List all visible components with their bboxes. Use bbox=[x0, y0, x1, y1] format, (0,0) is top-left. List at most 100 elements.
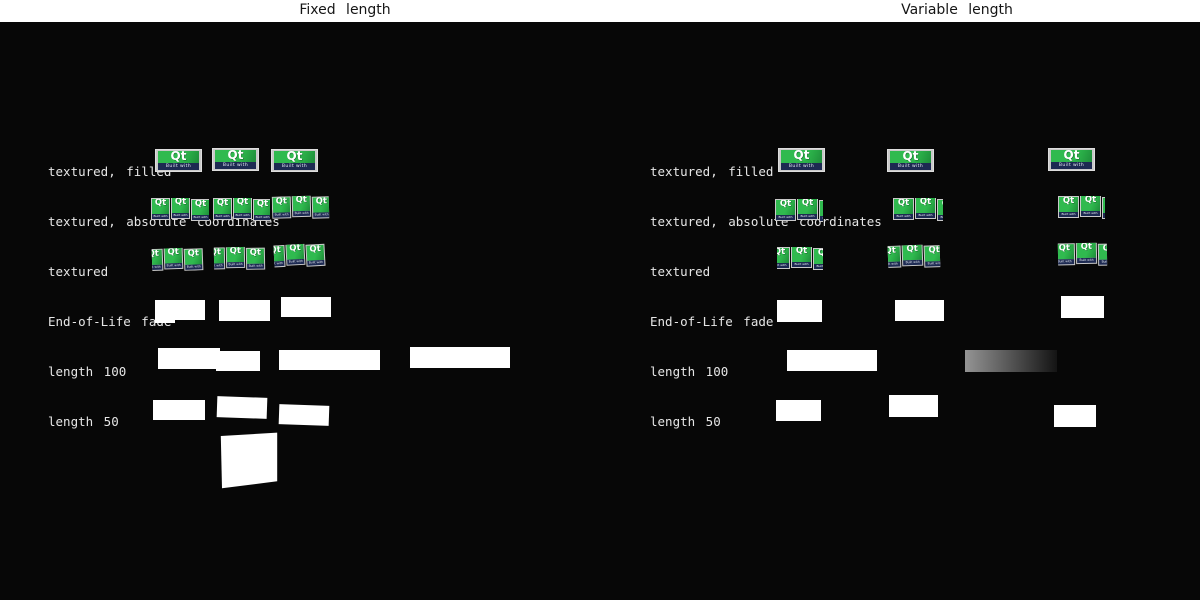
qt-tile-body: Qt Built with bbox=[274, 151, 315, 170]
row-label-eol-fade-left: End-of-Life fade bbox=[48, 314, 172, 329]
qt-banner-text: Built with bbox=[903, 259, 923, 266]
qt-banner-text: Built with bbox=[887, 261, 901, 268]
white-band bbox=[278, 404, 330, 426]
qt-banner-text: Built with bbox=[254, 215, 270, 220]
qt-banner-text: Built with bbox=[1081, 211, 1100, 216]
qt-logo: Qt bbox=[1103, 198, 1105, 213]
qt-banner-text: Built with bbox=[158, 163, 199, 170]
qt-banner-text: Built with bbox=[313, 212, 330, 218]
qt-banner-text: Built with bbox=[185, 264, 203, 270]
qt-banner-text: Built with bbox=[172, 213, 189, 218]
white-band bbox=[776, 400, 821, 421]
qt-logo: Qt bbox=[172, 198, 189, 213]
qt-banner-text: Built with bbox=[938, 215, 943, 220]
qt-banner-text: Built with bbox=[1099, 259, 1108, 265]
qt-logo: Qt bbox=[192, 200, 209, 215]
qt-logo: Qt bbox=[158, 151, 199, 163]
qt-banner-text: Built with bbox=[1077, 257, 1097, 264]
white-band bbox=[777, 300, 822, 322]
white-band bbox=[153, 400, 205, 420]
qt-tile: Qt Built with bbox=[212, 148, 259, 171]
qt-logo: Qt bbox=[776, 200, 795, 215]
white-band bbox=[410, 347, 510, 368]
qt-banner-text: Built with bbox=[214, 214, 231, 219]
qt-tile: Qt Built with bbox=[155, 149, 202, 172]
qt-banner-text: Built with bbox=[273, 260, 285, 267]
qt-logo: Qt bbox=[1076, 242, 1097, 259]
qt-banner-text: Built with bbox=[307, 259, 325, 266]
row-label-absolute-coords-right: textured, absolute coordinates bbox=[650, 214, 882, 229]
qt-logo: Qt bbox=[798, 199, 817, 214]
white-band bbox=[895, 300, 944, 321]
qt-logo: Qt bbox=[306, 244, 325, 261]
qt-logo: Qt bbox=[792, 247, 811, 262]
white-band-step bbox=[155, 304, 175, 323]
qt-logo: Qt bbox=[272, 197, 291, 213]
qt-tile: Qt Built with bbox=[1048, 148, 1095, 171]
qt-banner-text: Built with bbox=[1051, 162, 1092, 169]
qt-banner-text: Built with bbox=[165, 262, 183, 269]
qt-tile-body: Qt Built with bbox=[158, 151, 199, 170]
qt-logo: Qt bbox=[894, 199, 913, 214]
header-bar: Fixed length Variable length bbox=[0, 0, 1200, 22]
qt-logo: Qt bbox=[213, 248, 225, 264]
row-label-eol-fade-right: End-of-Life fade bbox=[650, 314, 774, 329]
qt-banner-text: Built with bbox=[151, 264, 163, 271]
qt-logo: Qt bbox=[274, 151, 315, 163]
qt-logo: Qt bbox=[254, 200, 270, 215]
row-label-textured-filled-right: textured, filled bbox=[650, 164, 774, 179]
row-label-textured-right: textured bbox=[650, 264, 711, 279]
qt-logo: Qt bbox=[164, 247, 183, 264]
qt-banner-text: Built with bbox=[890, 163, 931, 170]
qt-logo: Qt bbox=[151, 249, 163, 266]
qt-logo: Qt bbox=[226, 246, 245, 263]
qt-banner-text: Built with bbox=[213, 263, 225, 269]
row-label-textured-left: textured bbox=[48, 264, 109, 279]
white-band bbox=[787, 350, 877, 371]
fade-band bbox=[965, 350, 1057, 372]
qt-logo: Qt bbox=[214, 199, 231, 214]
qt-banner-text: Built with bbox=[1059, 212, 1078, 217]
row-label-textured-filled-left: textured, filled bbox=[48, 164, 172, 179]
qt-logo: Qt bbox=[924, 245, 941, 262]
qt-banner-text: Built with bbox=[798, 214, 817, 219]
qt-logo: Qt bbox=[820, 201, 823, 216]
qt-banner-text: Built with bbox=[1103, 213, 1105, 218]
white-band bbox=[158, 348, 220, 369]
row-label-length100-left: length 100 bbox=[48, 364, 127, 379]
qt-banner-text: Built with bbox=[894, 214, 913, 219]
qt-logo: Qt bbox=[777, 248, 789, 263]
qt-banner-text: Built with bbox=[792, 262, 811, 267]
qt-banner-text: Built with bbox=[925, 260, 941, 267]
qt-logo: Qt bbox=[215, 150, 256, 162]
